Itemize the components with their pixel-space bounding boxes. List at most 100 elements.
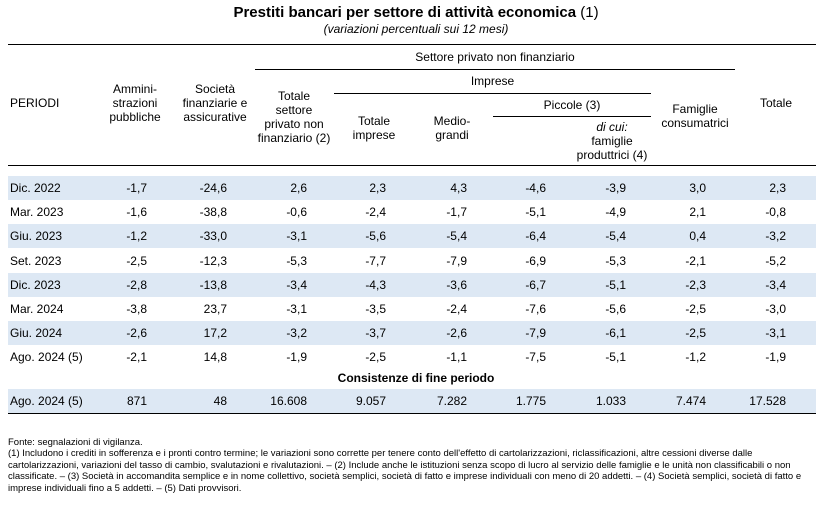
table-row-6-period: Giu. 2024 [10,326,63,340]
table-row-7-totale-spnf: -1,9 [286,350,307,364]
famiglie-produttrici-label: famiglie produttrici (4) [576,134,648,162]
table-row-3-amministrazioni: -2,5 [126,254,147,268]
table-row-7-medio-grandi: -1,1 [446,350,467,364]
table-subtitle: (variazioni percentuali sui 12 mesi) [323,22,509,36]
table-row-1-piccole: -5,1 [525,205,546,219]
table-row-3-societa-finanziarie: -12,3 [199,254,227,268]
table-row-0-medio-grandi: 4,3 [450,181,467,195]
table-row-6-famiglie-consumatrici: -2,5 [685,326,706,340]
stock-row-medio-grandi: 7.282 [436,394,467,408]
table-row-4-totale: -3,4 [765,278,786,292]
stock-row-amministrazioni: 871 [126,394,147,408]
table-row-4-medio-grandi: -3,6 [446,278,467,292]
table-row-0-period: Dic. 2022 [10,181,61,195]
table-title: Prestiti bancari per settore di attività… [0,4,832,21]
header-famiglie-consumatrici: Famiglie consumatrici [661,102,729,130]
table-row-0-famiglie-produttrici: -3,9 [605,181,626,195]
table-row-0-totale-imprese: 2,3 [369,181,386,195]
stock-row-totale: 17.528 [749,394,786,408]
table-row-6-amministrazioni: -2,6 [126,326,147,340]
header-medio-grandi: Medio- grandi [433,114,471,142]
table-row-1-totale-imprese: -2,4 [365,205,386,219]
table-row-3-piccole: -6,9 [525,254,546,268]
table-row-1-medio-grandi: -1,7 [446,205,467,219]
piccole-rule [493,116,651,117]
table-row-7-famiglie-produttrici: -5,1 [605,350,626,364]
header-piccole: Piccole (3) [543,98,601,112]
table-row-0-societa-finanziarie: -24,6 [199,181,227,195]
table-row-4-totale-spnf: -3,4 [286,278,307,292]
table-row-0-piccole: -4,6 [525,181,546,195]
table-row-5-totale-spnf: -3,1 [286,302,307,316]
stock-row-period: Ago. 2024 (5) [10,394,83,408]
header-totale-imprese: Totale imprese [352,114,396,142]
table-row-6-totale-spnf: -3,2 [286,326,307,340]
table-row-7-societa-finanziarie: 14,8 [203,350,227,364]
table-row-1-totale-spnf: -0,6 [286,205,307,219]
spnf-rule [255,69,735,70]
table-row-2-period: Giu. 2023 [10,229,63,243]
header-periodi: PERIODI [10,96,60,110]
table-row-3-totale-imprese: -7,7 [365,254,386,268]
table-row-2-medio-grandi: -5,4 [446,229,467,243]
table-row-5-famiglie-produttrici: -5,6 [605,302,626,316]
table-row-4-famiglie-produttrici: -5,1 [605,278,626,292]
stock-row-famiglie-consumatrici: 7.474 [675,394,706,408]
table-row-7-totale: -1,9 [765,350,786,364]
stock-row-famiglie-produttrici: 1.033 [595,394,626,408]
table-row-0-totale: 2,3 [769,181,786,195]
table-row-2-totale: -3,2 [765,229,786,243]
header-societa-finanziarie: Società finanziarie e assicurative [182,82,248,124]
table-row-6-medio-grandi: -2,6 [446,326,467,340]
header-imprese-group: Imprese [470,74,515,88]
header-totale: Totale [759,96,793,110]
table-row-6-piccole: -7,9 [525,326,546,340]
table-row-5-famiglie-consumatrici: -2,5 [685,302,706,316]
title-note: (1) [576,4,599,21]
title-text: Prestiti bancari per settore di attività… [233,4,577,21]
row-shading [8,389,816,413]
table-row-7-totale-imprese: -2,5 [365,350,386,364]
table-row-1-period: Mar. 2023 [10,205,64,219]
table-row-4-piccole: -6,7 [525,278,546,292]
table-row-2-totale-imprese: -5,6 [365,229,386,243]
table-row-3-totale-spnf: -5,3 [286,254,307,268]
table-row-5-medio-grandi: -2,4 [446,302,467,316]
table-row-4-societa-finanziarie: -13,8 [199,278,227,292]
table-row-2-famiglie-produttrici: -5,4 [605,229,626,243]
header-di-cui-famiglie-produttrici: di cui: famiglie produttrici (4) [572,120,652,162]
table-row-6-famiglie-produttrici: -6,1 [605,326,626,340]
row-shading [8,176,816,200]
di-cui-label: di cui: [596,120,628,134]
stock-row-totale-spnf: 16.608 [270,394,307,408]
table-row-0-amministrazioni: -1,7 [126,181,147,195]
header-totale-spnf: Totale settore privato non finanziario (… [257,89,331,145]
top-rule [8,44,816,45]
stock-row-piccole: 1.775 [515,394,546,408]
table-row-7-famiglie-consumatrici: -1,2 [685,350,706,364]
table-row-7-amministrazioni: -2,1 [126,350,147,364]
header-bottom-rule [8,165,816,166]
table-row-4-famiglie-consumatrici: -2,3 [685,278,706,292]
table-row-2-totale-spnf: -3,1 [286,229,307,243]
table-row-1-famiglie-produttrici: -4,9 [605,205,626,219]
header-amministrazioni: Ammini- strazioni pubbliche [109,82,161,124]
table-row-1-amministrazioni: -1,6 [126,205,147,219]
table-row-5-amministrazioni: -3,8 [126,302,147,316]
imprese-rule [334,93,651,94]
section-consistenze: Consistenze di fine periodo [337,371,495,385]
table-row-2-societa-finanziarie: -33,0 [199,229,227,243]
table-row-1-famiglie-consumatrici: 2,1 [689,205,706,219]
table-row-7-piccole: -7,5 [525,350,546,364]
footnotes: Fonte: segnalazioni di vigilanza. (1) In… [8,437,802,494]
table-row-3-famiglie-consumatrici: -2,1 [685,254,706,268]
table-row-2-piccole: -6,4 [525,229,546,243]
table-row-5-piccole: -7,6 [525,302,546,316]
row-shading [8,224,816,248]
table-row-4-period: Dic. 2023 [10,278,61,292]
table-row-3-famiglie-produttrici: -5,3 [605,254,626,268]
table-row-5-societa-finanziarie: 23,7 [203,302,227,316]
table-row-3-totale: -5,2 [765,254,786,268]
table-row-2-famiglie-consumatrici: 0,4 [689,229,706,243]
table-row-0-totale-spnf: 2,6 [290,181,307,195]
